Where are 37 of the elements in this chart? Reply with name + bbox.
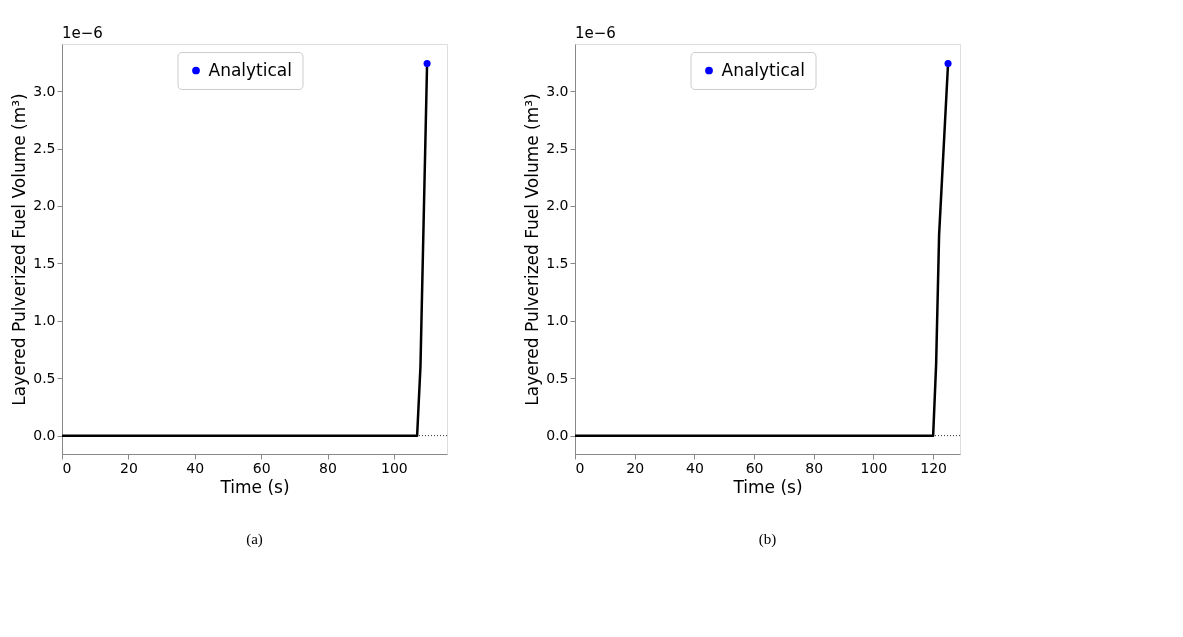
y-tick-label: 0.0 [546,427,569,444]
y-tick-label: 1.0 [546,312,569,329]
x-tick-label: 0 [575,459,585,476]
y-axis-title: Layered Pulverized Fuel Volume (m³) [522,93,543,406]
y-tick-label: 1.5 [546,254,569,271]
legend-label: Analytical [721,59,805,80]
y-tick-label: 3.0 [33,82,56,99]
x-tick-label: 100 [381,459,408,476]
text: 1e−6 [62,24,103,42]
x-tick-label: 60 [745,459,764,476]
x-axis-title: Time (s) [219,476,290,497]
y-tick-label: 1.0 [33,312,56,329]
x-tick-label: 40 [685,459,704,476]
y-tick-label: 3.0 [546,82,569,99]
x-tick-label: 60 [252,459,271,476]
x-tick-label: 80 [805,459,824,476]
y-tick-label: 1.5 [33,254,56,271]
y-axis-title: Layered Pulverized Fuel Volume (m³) [9,93,30,406]
x-axis-title: Time (s) [732,476,803,497]
text: 1e−6 [575,24,616,42]
y-tick-label: 0.0 [33,427,56,444]
x-tick-label: 80 [319,459,337,476]
y-tick-label: 2.5 [546,140,569,157]
y-tick-label: 2.0 [546,197,569,214]
y-tick-label: 0.5 [33,369,56,386]
text: (b) [758,531,777,548]
legend-label: Analytical [208,59,292,80]
y-tick-label: 0.5 [546,369,569,386]
x-tick-label: 20 [626,459,645,476]
x-tick-label: 20 [119,459,138,476]
x-tick-label: 0 [62,459,72,476]
x-tick-label: 100 [860,459,888,476]
y-tick-label: 2.0 [33,197,56,214]
text: (a) [246,531,263,548]
x-tick-label: 120 [920,459,948,476]
x-tick-label: 40 [186,459,205,476]
y-tick-label: 2.5 [33,140,56,157]
